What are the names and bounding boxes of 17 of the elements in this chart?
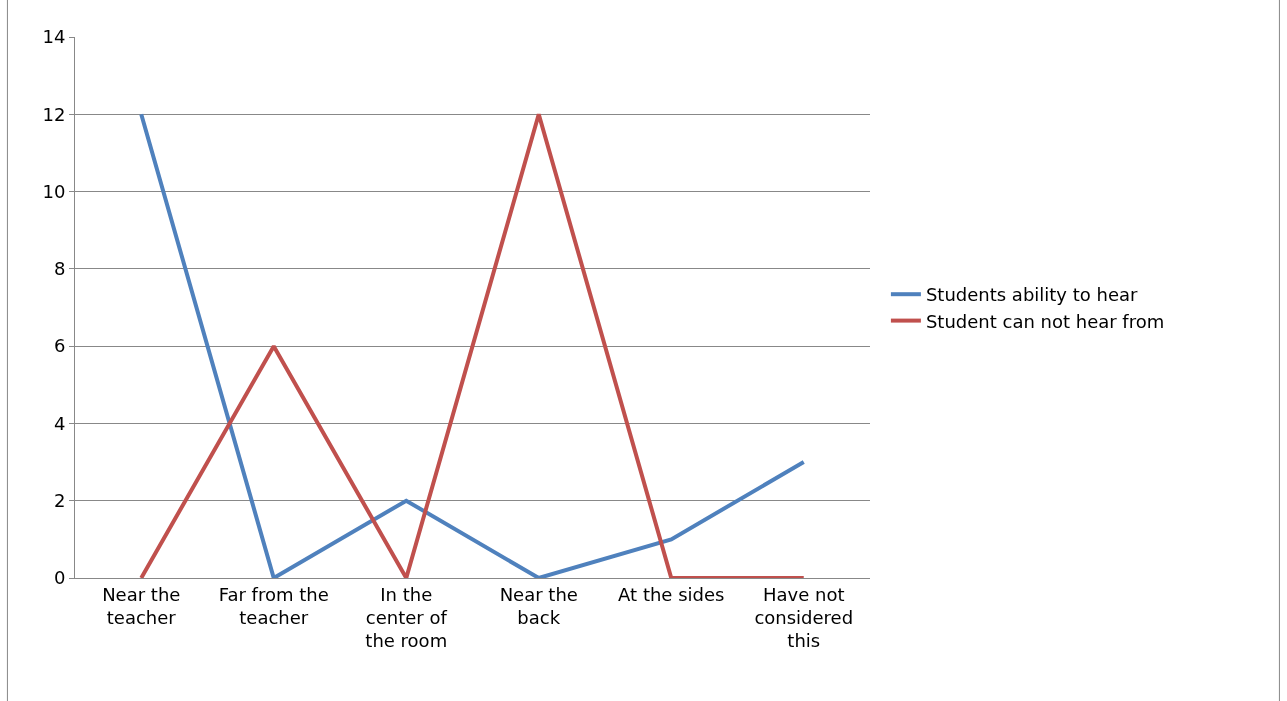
legend-label: Student can not hear from (925, 310, 1165, 332)
x-tick-label: Have not considered this (754, 583, 854, 652)
x-tick-label: In the center of the room (365, 583, 448, 652)
y-tick-label: 0 (53, 567, 66, 589)
x-tick-label: Near the teacher (102, 583, 181, 628)
line-series (139, 112, 806, 578)
x-tick-label: At the sides (618, 583, 725, 605)
y-tick-label: 8 (53, 258, 66, 280)
x-tick-label: Near the back (499, 583, 578, 628)
y-tick-label: 12 (42, 103, 66, 125)
y-tick-label: 4 (53, 412, 66, 434)
y-tick-label: 10 (42, 180, 66, 202)
x-tick-label: Far from the teacher (218, 583, 329, 628)
y-tick-label: 14 (42, 26, 66, 48)
y-tick-label: 6 (53, 335, 66, 357)
legend-label: Students ability to hear (925, 284, 1139, 306)
y-tick-label: 2 (53, 490, 66, 512)
